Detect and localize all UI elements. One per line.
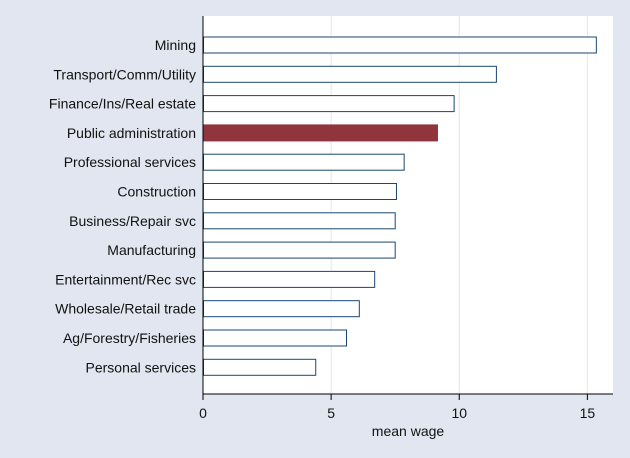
category-labels: Mining Transport/Comm/Utility Finance/Ins/…: [49, 37, 196, 375]
bar-entertainment-rec-svc: [203, 270, 376, 288]
bar-public-administration: [203, 124, 438, 142]
bar-finance-ins-real-estate: [203, 95, 455, 113]
category-label: Entertainment/Rec svc: [55, 271, 196, 287]
bar-business-repair-svc: [203, 212, 396, 230]
bar-mining: [203, 36, 597, 54]
category-label: Public administration: [67, 125, 196, 141]
category-label: Transport/Comm/Utility: [53, 66, 196, 82]
category-label: Ag/Forestry/Fisheries: [63, 330, 196, 346]
category-label: Wholesale/Retail trade: [55, 301, 196, 317]
bar-ag-forestry-fisheries: [203, 329, 347, 347]
x-tick-label: 15: [580, 405, 596, 421]
category-label: Construction: [117, 184, 196, 200]
category-label: Finance/Ins/Real estate: [49, 96, 196, 112]
bar-transport-comm-utility: [203, 65, 497, 83]
bar-professional-services: [203, 153, 405, 171]
category-label: Mining: [155, 37, 196, 53]
x-axis-title: mean wage: [372, 423, 445, 439]
x-tick-label: 10: [451, 405, 467, 421]
x-axis-ticks: 0 5 10 15: [199, 394, 595, 421]
bar-personal-services: [203, 358, 317, 376]
x-tick-label: 0: [199, 405, 207, 421]
bar-manufacturing: [203, 241, 396, 259]
bar-wholesale-retail-trade: [203, 300, 360, 318]
category-label: Business/Repair svc: [69, 213, 196, 229]
bar-construction: [203, 183, 397, 200]
category-label: Manufacturing: [107, 242, 196, 258]
x-tick-label: 5: [327, 405, 335, 421]
category-label: Professional services: [64, 154, 196, 170]
category-label: Personal services: [86, 359, 197, 375]
